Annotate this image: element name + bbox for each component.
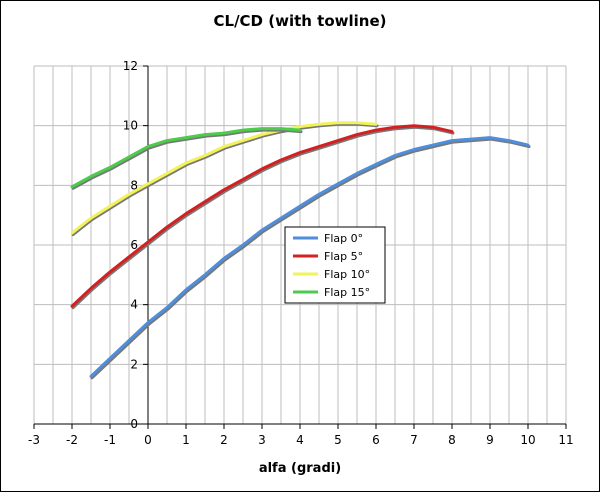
x-tick-label: 5 bbox=[334, 433, 342, 447]
x-tick-label: 9 bbox=[486, 433, 494, 447]
legend-label: Flap 15° bbox=[324, 286, 370, 299]
x-tick-label: 1 bbox=[182, 433, 190, 447]
legend-label: Flap 0° bbox=[324, 232, 363, 245]
series-shadow bbox=[90, 137, 531, 380]
series-line-1 bbox=[89, 136, 530, 378]
x-tick-labels: -3 -2 -1 0 1 2 3 4 5 6 7 8 9 10 11 bbox=[28, 433, 574, 447]
x-tick-label: 0 bbox=[144, 433, 152, 447]
legend: Flap 0° Flap 5° Flap 10° Flap 15° bbox=[284, 226, 386, 304]
series-line-4 bbox=[70, 127, 302, 189]
y-tick-label: 8 bbox=[130, 178, 138, 192]
chart-title: CL/CD (with towline) bbox=[214, 12, 387, 30]
x-tick-label: 2 bbox=[220, 433, 228, 447]
x-tick-label: 4 bbox=[296, 433, 304, 447]
legend-box bbox=[284, 226, 386, 304]
y-tick-label: 6 bbox=[130, 238, 138, 252]
y-tick-labels: 0 2 4 6 8 10 12 bbox=[123, 59, 138, 431]
y-tick-label: 2 bbox=[130, 357, 138, 371]
legend-label: Flap 10° bbox=[324, 268, 370, 281]
series-shadow bbox=[71, 125, 455, 310]
x-tick-label: -3 bbox=[28, 433, 40, 447]
x-axis-label: alfa (gradi) bbox=[259, 461, 341, 476]
x-tick-label: 3 bbox=[258, 433, 266, 447]
y-tick-label: 12 bbox=[123, 59, 138, 73]
series-lines bbox=[70, 121, 531, 380]
series-line-3 bbox=[70, 121, 378, 235]
series-line-2 bbox=[70, 124, 454, 308]
y-tick-label: 4 bbox=[130, 298, 138, 312]
x-tick-label: -2 bbox=[66, 433, 78, 447]
series-shadow bbox=[71, 122, 379, 237]
x-tick-label: 10 bbox=[520, 433, 535, 447]
x-tick-label: 6 bbox=[372, 433, 380, 447]
x-tick-label: 8 bbox=[448, 433, 456, 447]
x-tick-label: 11 bbox=[558, 433, 573, 447]
x-tick-label: -1 bbox=[104, 433, 116, 447]
y-tick-label: 0 bbox=[130, 417, 138, 431]
x-tick-label: 7 bbox=[410, 433, 418, 447]
legend-label: Flap 5° bbox=[324, 250, 363, 263]
y-tick-label: 10 bbox=[123, 119, 138, 133]
